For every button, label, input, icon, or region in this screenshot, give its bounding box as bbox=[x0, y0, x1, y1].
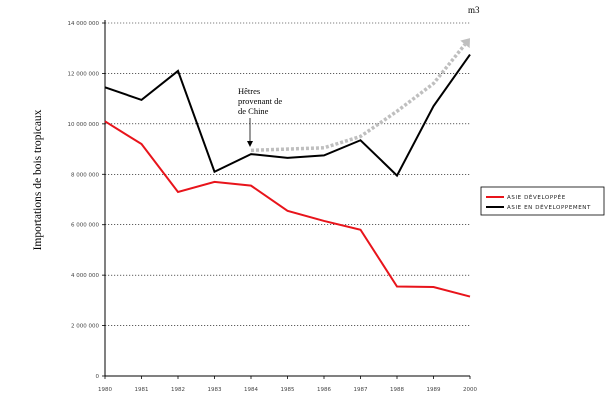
legend-box bbox=[480, 186, 605, 216]
annotation-line-3: de Chine bbox=[238, 106, 269, 116]
annotation-line-2: provenant de bbox=[238, 96, 282, 106]
y-tick-label: 2 000 000 bbox=[71, 324, 99, 330]
x-tick-label: 1980 bbox=[98, 387, 112, 393]
series-line-0 bbox=[104, 120, 471, 298]
y-axis-label: Importations de bois tropicaux bbox=[32, 109, 44, 250]
trend-arrow-head bbox=[460, 38, 470, 49]
legend-label-asie-en-developpement: ASIE EN DÉVELOPPEMENT bbox=[507, 203, 591, 211]
x-tick-label: 1986 bbox=[317, 387, 331, 393]
y-tick-label: 10 000 000 bbox=[68, 122, 100, 128]
unit-label: m3 bbox=[468, 5, 480, 15]
x-tick-label: 1987 bbox=[354, 387, 368, 393]
x-tick-label: 1983 bbox=[208, 387, 222, 393]
y-tick-label: 6 000 000 bbox=[71, 223, 99, 229]
annotation-line-1: Hêtres bbox=[238, 86, 260, 96]
x-tick-label: 1982 bbox=[171, 387, 185, 393]
y-tick-label: 4 000 000 bbox=[71, 273, 99, 279]
y-tick-label: 14 000 000 bbox=[68, 21, 100, 27]
x-tick-labels: 1980 1981 1982 1983 1984 1985 1986 1987 1988 1989… bbox=[98, 376, 477, 393]
legend-label-asie-developpee: ASIE DÉVELOPPÉE bbox=[507, 193, 566, 201]
x-tick-label: 1981 bbox=[135, 387, 149, 393]
y-tick-label: 12 000 000 bbox=[68, 71, 100, 77]
gridlines bbox=[105, 22, 470, 326]
x-tick-label: 1984 bbox=[244, 387, 258, 393]
y-tick-label: 0 bbox=[96, 374, 100, 380]
trend-arrow-shaft bbox=[250, 43, 467, 153]
series-line-1 bbox=[104, 53, 471, 178]
x-tick-label: 1985 bbox=[281, 387, 295, 393]
y-tick-labels: 0 2 000 000 4 000 000 6 000 000 8 000 000 10 … bbox=[68, 21, 105, 380]
annotation-arrowhead bbox=[247, 141, 253, 147]
trend-arrow bbox=[250, 38, 470, 153]
y-tick-label: 8 000 000 bbox=[71, 172, 99, 178]
annotation: Hêtres provenant de de Chine bbox=[238, 86, 282, 147]
series-lines bbox=[104, 53, 471, 298]
x-tick-label: 1989 bbox=[427, 387, 441, 393]
legend: ASIE DÉVELOPPÉE ASIE EN DÉVELOPPEMENT bbox=[480, 186, 605, 216]
x-tick-label: 1988 bbox=[390, 387, 404, 393]
x-tick-label: 2000 bbox=[463, 387, 477, 393]
